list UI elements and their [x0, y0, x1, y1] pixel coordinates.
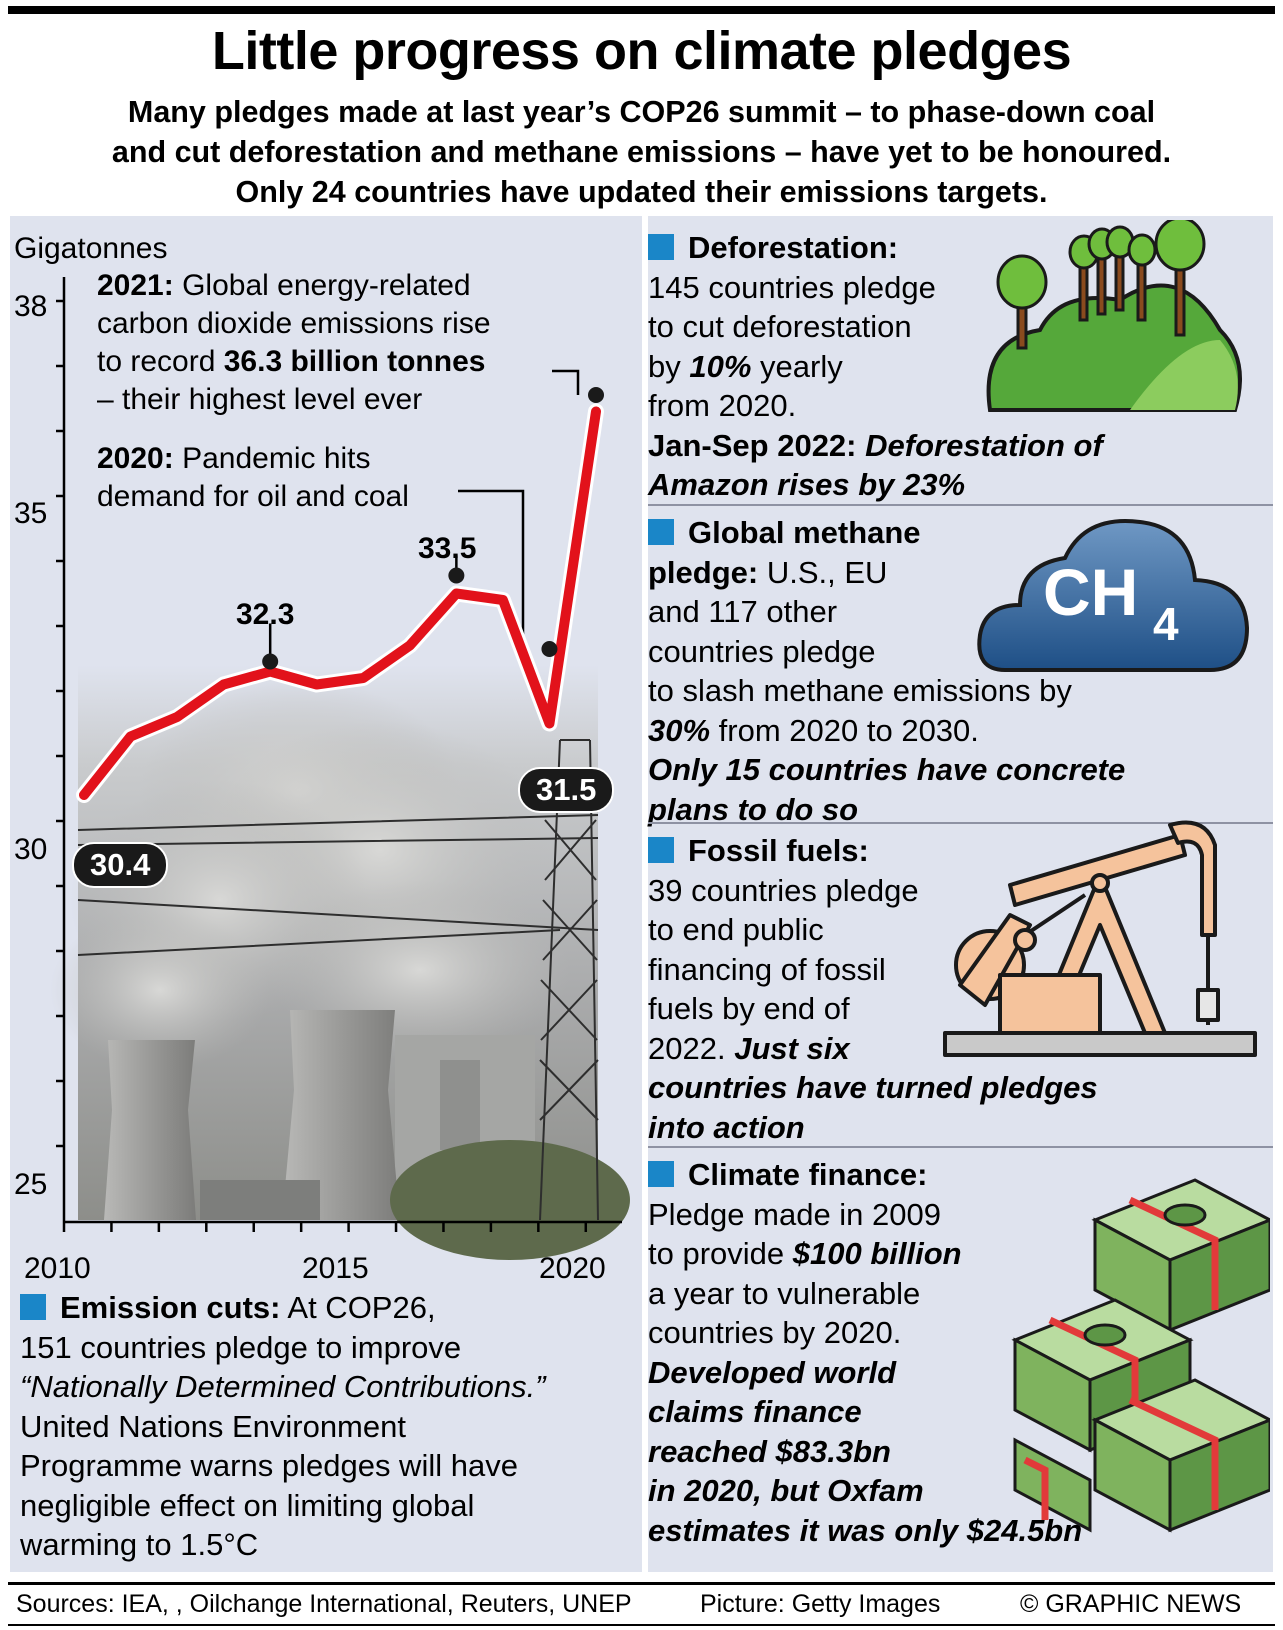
- data-label: 33.5: [418, 532, 477, 565]
- data-point-markers: [262, 387, 604, 670]
- blue-square-bullet: [20, 1294, 46, 1320]
- x-axis-ticks: [62, 1222, 588, 1232]
- y-axis-ticks: [56, 299, 64, 1148]
- column-divider: [642, 216, 648, 1572]
- leader-2021: [552, 369, 580, 395]
- y-tick-label: 38: [14, 290, 48, 323]
- annotation-2021: 2021: Global energy-related carbon dioxi…: [97, 269, 491, 416]
- footer-rule: [8, 1582, 1275, 1585]
- page-title: Little progress on climate pledges: [211, 21, 1072, 81]
- blue-square-bullet: [648, 837, 674, 863]
- y-tick-label: 25: [14, 1168, 48, 1201]
- methane-section: Global methane pledge: U.S., EU and 117 …: [648, 515, 1126, 827]
- blue-square-bullet: [648, 1161, 674, 1187]
- data-point-2014: [262, 653, 279, 670]
- cash-stacks-icon: [1011, 1178, 1270, 1533]
- chart-axes: [62, 277, 622, 1224]
- ch4-cloud-icon: CH 4: [977, 519, 1250, 672]
- annotation-2020: 2020: Pandemic hits demand for oil and c…: [97, 442, 409, 513]
- leader-2020: [458, 489, 525, 649]
- footer-sources: Sources: IEA, , Oilchange International,…: [16, 1590, 632, 1618]
- y-tick-label: 35: [14, 497, 48, 530]
- fossil-fuels-section: Fossil fuels: 39 countries pledge to end…: [648, 833, 1098, 1145]
- footer-bottom-rule: [8, 1624, 1275, 1626]
- emissions-series-line-red: [79, 406, 601, 800]
- intro-text: Many pledges made at last year’s COP26 s…: [111, 95, 1172, 209]
- data-point-2021: [588, 387, 604, 403]
- data-label-pill: 30.4: [72, 842, 169, 888]
- y-tick-label: 30: [14, 833, 48, 866]
- section-divider: [648, 1146, 1273, 1148]
- ch4-subscript: 4: [1153, 598, 1179, 650]
- data-label-pill: 31.5: [518, 767, 615, 813]
- section-divider: [648, 504, 1273, 506]
- footer-picture-credit: Picture: Getty Images: [700, 1590, 941, 1618]
- section-divider: [648, 822, 1273, 824]
- footer-copyright: © GRAPHIC NEWS: [1020, 1590, 1242, 1618]
- x-tick-label: 2015: [302, 1252, 369, 1285]
- deforestation-section: Deforestation: 145 countries pledge to c…: [648, 230, 1103, 502]
- data-point-2018: [448, 567, 465, 584]
- x-tick-label: 2010: [24, 1252, 91, 1285]
- data-point-2020: [541, 641, 558, 657]
- ch4-text: CH: [1043, 555, 1138, 629]
- forest-hill-icon: [986, 220, 1242, 412]
- x-tick-label: 2020: [539, 1252, 606, 1285]
- emission-cuts-section: Emission cuts: At COP26, 151 countries p…: [20, 1290, 546, 1562]
- blue-square-bullet: [648, 234, 674, 260]
- top-rule: [8, 6, 1275, 14]
- blue-square-bullet: [648, 519, 674, 545]
- oil-pump-jack-icon: [943, 820, 1257, 1057]
- climate-finance-section: Climate finance: Pledge made in 2009 to …: [648, 1157, 1083, 1548]
- data-label: 32.3: [236, 598, 295, 631]
- power-plant-photo: [50, 665, 630, 1260]
- y-axis-label: Gigatonnes: [14, 232, 168, 265]
